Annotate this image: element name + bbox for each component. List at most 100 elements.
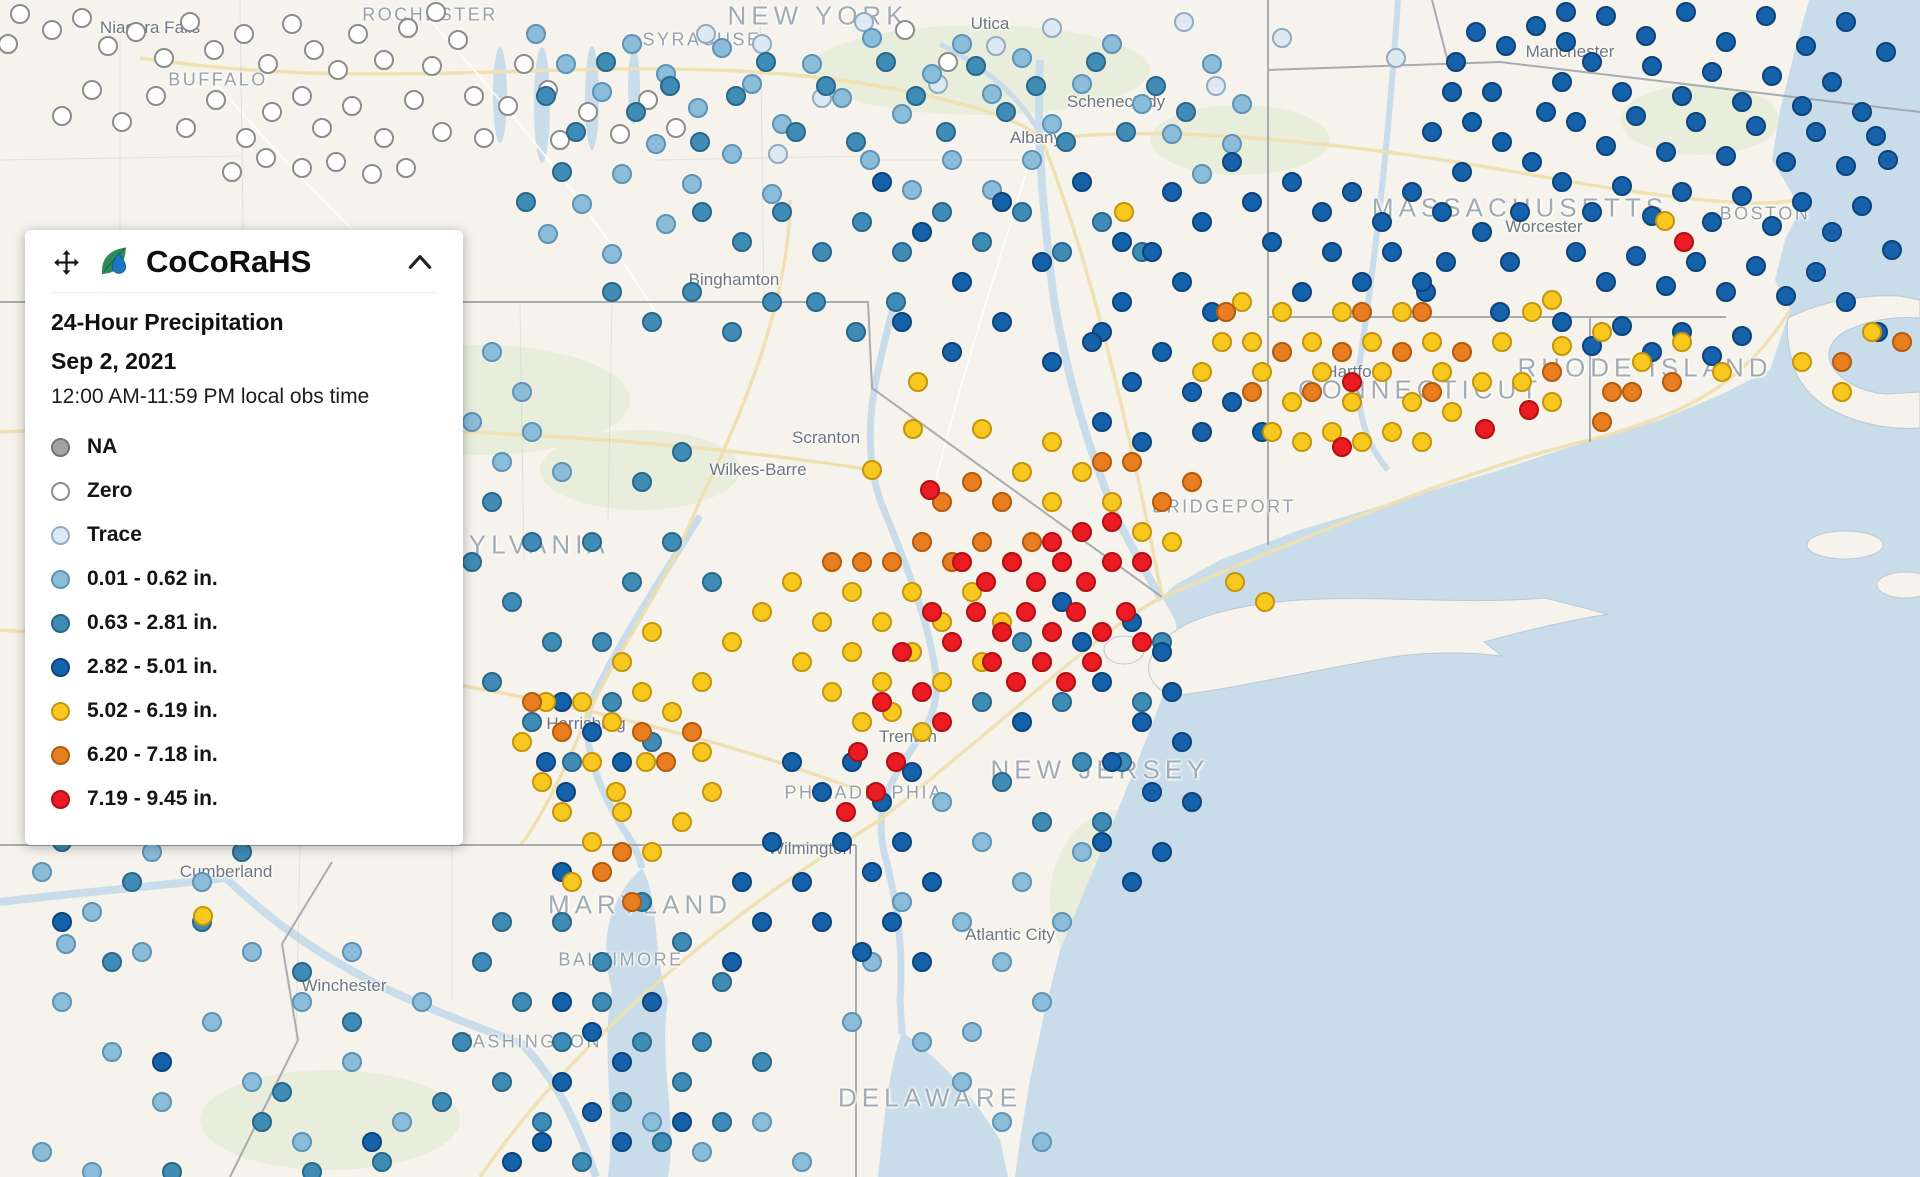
station-dot[interactable] [1152, 842, 1172, 862]
station-dot[interactable] [1016, 602, 1036, 622]
station-dot[interactable] [1262, 422, 1282, 442]
station-dot[interactable] [768, 144, 788, 164]
station-dot[interactable] [1322, 242, 1342, 262]
station-dot[interactable] [126, 22, 146, 42]
station-dot[interactable] [1332, 302, 1352, 322]
station-dot[interactable] [692, 672, 712, 692]
station-dot[interactable] [1466, 22, 1486, 42]
station-dot[interactable] [806, 292, 826, 312]
station-dot[interactable] [1092, 452, 1112, 472]
station-dot[interactable] [1272, 28, 1292, 48]
station-dot[interactable] [1472, 222, 1492, 242]
station-dot[interactable] [222, 162, 242, 182]
station-dot[interactable] [1482, 82, 1502, 102]
station-dot[interactable] [374, 50, 394, 70]
station-dot[interactable] [610, 124, 630, 144]
station-dot[interactable] [82, 1162, 102, 1177]
station-dot[interactable] [912, 532, 932, 552]
station-dot[interactable] [592, 82, 612, 102]
station-dot[interactable] [152, 1092, 172, 1112]
station-dot[interactable] [1492, 132, 1512, 152]
station-dot[interactable] [1302, 382, 1322, 402]
station-dot[interactable] [572, 692, 592, 712]
station-dot[interactable] [52, 992, 72, 1012]
station-dot[interactable] [1822, 72, 1842, 92]
station-dot[interactable] [602, 692, 622, 712]
station-dot[interactable] [912, 222, 932, 242]
station-dot[interactable] [242, 942, 262, 962]
station-dot[interactable] [822, 552, 842, 572]
station-dot[interactable] [962, 1022, 982, 1042]
station-dot[interactable] [992, 622, 1012, 642]
station-dot[interactable] [1596, 272, 1616, 292]
station-dot[interactable] [622, 892, 642, 912]
station-dot[interactable] [816, 76, 836, 96]
station-dot[interactable] [1402, 182, 1422, 202]
station-dot[interactable] [1042, 352, 1062, 372]
station-dot[interactable] [752, 1052, 772, 1072]
station-dot[interactable] [1146, 76, 1166, 96]
station-dot[interactable] [1102, 512, 1122, 532]
station-dot[interactable] [1626, 106, 1646, 126]
station-dot[interactable] [1132, 632, 1152, 652]
station-dot[interactable] [682, 282, 702, 302]
station-dot[interactable] [562, 872, 582, 892]
station-dot[interactable] [1302, 332, 1322, 352]
station-dot[interactable] [1122, 372, 1142, 392]
station-dot[interactable] [464, 86, 484, 106]
station-dot[interactable] [32, 1142, 52, 1162]
move-icon[interactable] [51, 247, 82, 278]
station-dot[interactable] [1716, 146, 1736, 166]
station-dot[interactable] [1422, 382, 1442, 402]
station-dot[interactable] [374, 128, 394, 148]
station-dot[interactable] [882, 552, 902, 572]
station-dot[interactable] [1116, 122, 1136, 142]
station-dot[interactable] [972, 532, 992, 552]
station-dot[interactable] [1072, 842, 1092, 862]
station-dot[interactable] [972, 692, 992, 712]
station-dot[interactable] [722, 632, 742, 652]
station-dot[interactable] [632, 682, 652, 702]
station-dot[interactable] [1006, 672, 1026, 692]
station-dot[interactable] [1112, 232, 1132, 252]
station-dot[interactable] [1806, 122, 1826, 142]
station-dot[interactable] [1272, 342, 1292, 362]
station-dot[interactable] [1552, 312, 1572, 332]
station-dot[interactable] [1242, 332, 1262, 352]
station-dot[interactable] [952, 272, 972, 292]
station-dot[interactable] [1292, 432, 1312, 452]
station-dot[interactable] [932, 672, 952, 692]
station-dot[interactable] [582, 532, 602, 552]
station-dot[interactable] [982, 652, 1002, 672]
station-dot[interactable] [1342, 182, 1362, 202]
station-dot[interactable] [552, 912, 572, 932]
station-dot[interactable] [1822, 222, 1842, 242]
station-dot[interactable] [1182, 472, 1202, 492]
station-dot[interactable] [193, 906, 213, 926]
station-dot[interactable] [1412, 272, 1432, 292]
station-dot[interactable] [432, 1092, 452, 1112]
station-dot[interactable] [1152, 642, 1172, 662]
station-dot[interactable] [1012, 712, 1032, 732]
station-dot[interactable] [372, 1152, 392, 1172]
station-dot[interactable] [482, 492, 502, 512]
station-dot[interactable] [972, 232, 992, 252]
station-dot[interactable] [1176, 102, 1196, 122]
station-dot[interactable] [792, 1152, 812, 1172]
station-dot[interactable] [1022, 532, 1042, 552]
station-dot[interactable] [1432, 362, 1452, 382]
station-dot[interactable] [1686, 252, 1706, 272]
station-dot[interactable] [992, 312, 1012, 332]
station-dot[interactable] [422, 56, 442, 76]
station-dot[interactable] [1152, 492, 1172, 512]
station-dot[interactable] [912, 682, 932, 702]
station-dot[interactable] [152, 1052, 172, 1072]
station-dot[interactable] [1012, 632, 1032, 652]
station-dot[interactable] [146, 86, 166, 106]
station-dot[interactable] [1142, 242, 1162, 262]
station-dot[interactable] [822, 682, 842, 702]
station-dot[interactable] [932, 792, 952, 812]
station-dot[interactable] [532, 1112, 552, 1132]
station-dot[interactable] [612, 164, 632, 184]
station-dot[interactable] [1806, 262, 1826, 282]
